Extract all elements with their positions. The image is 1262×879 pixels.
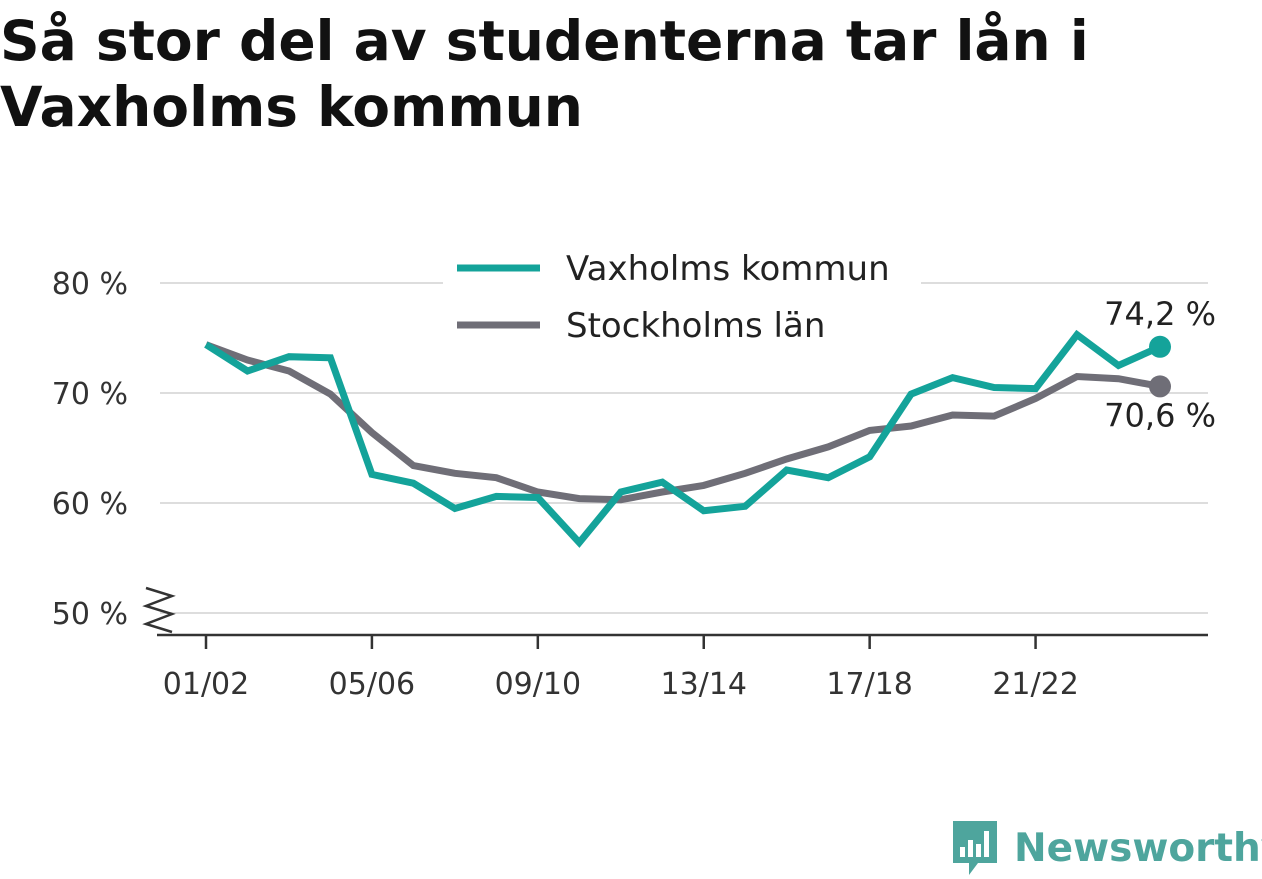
end-label-vaxholm: 74,2 % <box>1104 295 1216 333</box>
series-endpoint-vaxholm <box>1149 335 1171 358</box>
series-endpoint-stockholm <box>1149 375 1171 398</box>
x-tick-label: 17/18 <box>826 667 912 702</box>
chart-title: Så stor del av studenterna tar lån i Vax… <box>0 9 1089 139</box>
series-line-stockholm <box>204 341 1161 504</box>
x-tick-label: 01/02 <box>163 667 249 702</box>
y-tick-label: 60 % <box>52 487 128 522</box>
x-tick-label: 09/10 <box>495 667 581 702</box>
x-tick-label: 05/06 <box>329 667 415 702</box>
series-line-vaxholm <box>204 329 1162 548</box>
series-lines <box>204 329 1171 548</box>
logo-text: Newsworthy <box>1014 825 1262 871</box>
newsworthy-logo-icon <box>953 821 997 875</box>
y-axis-ticks: 50 % 60 % 70 % 80 % <box>52 267 128 632</box>
newsworthy-logo: Newsworthy <box>950 818 1262 878</box>
y-axis-break-mark <box>142 586 176 634</box>
y-tick-label: 50 % <box>52 597 128 632</box>
x-axis: 01/02 05/06 09/10 13/14 17/18 21/22 <box>142 586 1208 702</box>
y-tick-label: 70 % <box>52 377 128 412</box>
x-tick-label: 21/22 <box>992 667 1078 702</box>
y-tick-label: 80 % <box>52 267 128 302</box>
x-tick-label: 13/14 <box>661 667 747 702</box>
legend: Vaxholms kommun Stockholms län <box>443 240 921 358</box>
end-label-stockholm: 70,6 % <box>1104 396 1216 434</box>
legend-label-stockholm: Stockholms län <box>566 306 825 346</box>
end-labels: 74,2 % 70,6 % <box>1104 295 1216 435</box>
legend-label-vaxholm: Vaxholms kommun <box>566 249 890 289</box>
legend-background <box>443 240 921 358</box>
